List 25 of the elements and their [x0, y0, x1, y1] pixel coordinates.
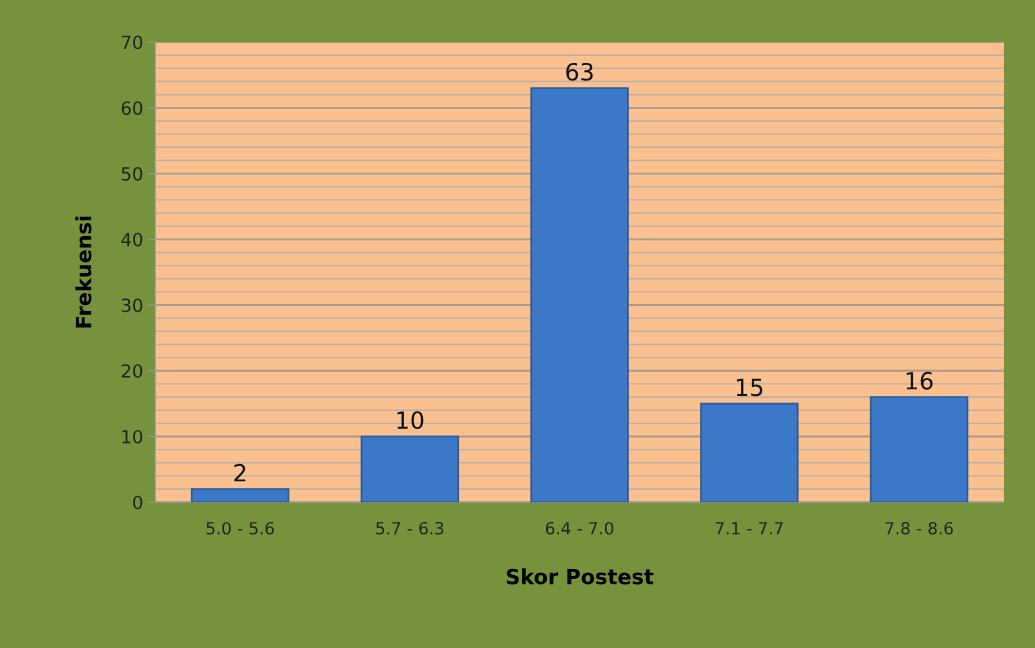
- x-tick-label: 7.1 - 7.7: [715, 522, 783, 535]
- x-axis-title: Skor Postest: [506, 568, 654, 585]
- y-tick-label: 20: [121, 364, 143, 378]
- y-tick-label: 0: [133, 495, 143, 510]
- x-tick-label: 6.4 - 7.0: [545, 521, 614, 535]
- data-label: 10: [397, 411, 424, 430]
- y-tick-label: 70: [121, 35, 143, 50]
- data-label: 16: [906, 371, 933, 390]
- y-tick-label: 10: [122, 429, 143, 444]
- x-tick-label: 5.7 - 6.3: [376, 521, 444, 535]
- x-tick-label: 5.0 - 5.6: [206, 521, 274, 535]
- y-axis-title: Frekuensi: [75, 216, 92, 328]
- bar: [190, 488, 290, 503]
- data-label: 15: [736, 378, 763, 397]
- y-tick-label: 60: [121, 101, 143, 115]
- data-label: 2: [234, 463, 246, 482]
- bar: [530, 87, 629, 503]
- bar: [869, 396, 969, 503]
- y-tick-label: 30: [121, 298, 143, 313]
- data-label: 63: [566, 62, 593, 81]
- y-tick-label: 40: [121, 232, 143, 247]
- x-tick-label: 7.8 - 8.6: [885, 521, 953, 535]
- bar: [360, 435, 460, 503]
- bar: [700, 402, 799, 503]
- y-tick-label: 50: [121, 167, 143, 181]
